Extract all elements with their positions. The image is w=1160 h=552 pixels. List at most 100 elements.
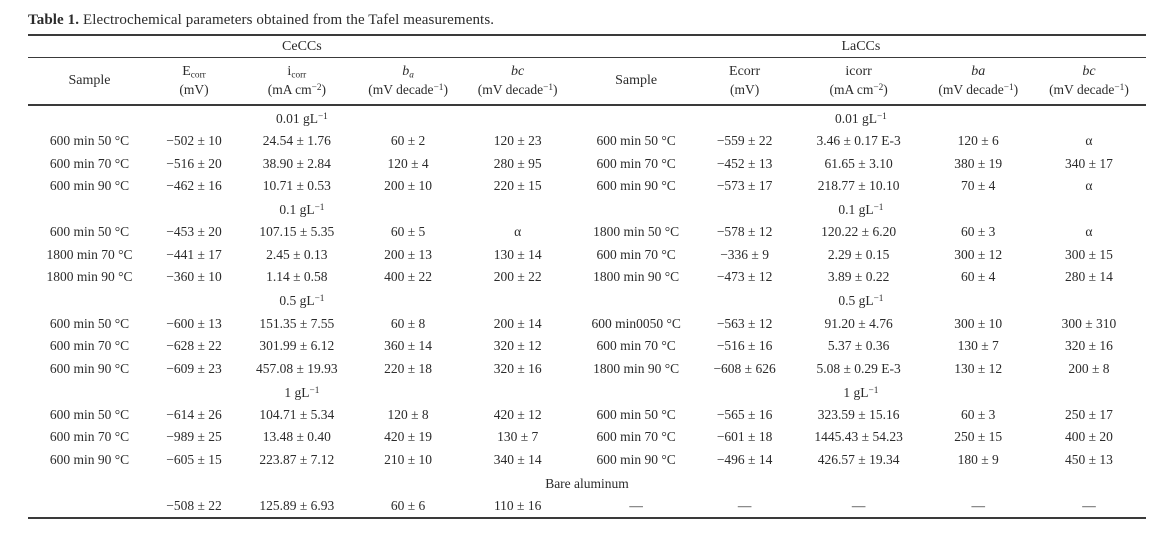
value-cell: 3.46 ± 0.17 E-3 [816,133,901,149]
concentration-label-left: 0.5 gL−1 [279,293,325,309]
value-cell: 200 ± 13 [384,246,433,262]
value-cell: −563 ± 12 [716,315,773,331]
value-cell: 125.89 ± 6.93 [259,498,335,514]
table-caption-label: Table 1. [28,12,80,28]
value-cell: 60 ± 4 [961,269,996,285]
table-row: 600 min 90 °C −462 ± 16 10.71 ± 0.53 200 ± … [28,175,1146,198]
value-cell: 130 ± 14 [493,246,542,262]
sample-cell: 1800 min 70 °C [46,246,133,262]
value-cell: 280 ± 14 [1064,269,1113,285]
value-cell: 250 ± 17 [1064,406,1113,422]
value-cell: −605 ± 15 [166,451,222,467]
sample-cell: 600 min 70 °C [49,338,130,354]
value-cell: −452 ± 13 [716,155,773,171]
value-cell: −502 ± 10 [166,133,222,149]
sample-cell: 600 min0050 °C [591,315,681,331]
concentration-label-right: 1 gL−1 [843,384,879,400]
table-row: 600 min 50 °C −614 ± 26 104.71 ± 5.34 120 ±… [28,403,1146,426]
table-row: 600 min 50 °C −502 ± 10 24.54 ± 1.76 60 ± 2… [28,130,1146,153]
value-cell: α [1085,133,1093,149]
value-cell: −989 ± 25 [166,429,222,445]
sample-cell: 1800 min 90 °C [593,360,680,376]
concentration-row: 0.5 gL−1 0.5 gL−1 [28,288,1146,312]
value-cell: −453 ± 20 [166,224,222,240]
sample-cell: 600 min 90 °C [49,178,130,194]
value-cell: 457.08 ± 19.93 [256,360,338,376]
value-cell: −609 ± 23 [166,360,222,376]
value-cell: −462 ± 16 [166,178,222,194]
value-cell: 420 ± 19 [384,429,433,445]
sample-cell: 600 min 90 °C [596,178,676,194]
value-cell: 450 ± 13 [1064,451,1113,467]
value-cell: 91.20 ± 4.76 [824,315,893,331]
sample-cell: 600 min 50 °C [49,133,130,149]
table-row: 600 min 90 °C −609 ± 23 457.08 ± 19.93 220 … [28,357,1146,380]
value-cell: 360 ± 14 [384,338,433,354]
sample-cell: 600 min 90 °C [596,451,676,467]
value-cell: 107.15 ± 5.35 [259,224,335,240]
value-cell: 2.29 ± 0.15 [827,246,890,262]
value-cell: 60 ± 3 [961,224,996,240]
col-header-sample-right: Sample [575,57,697,106]
value-cell: 130 ± 12 [954,360,1003,376]
concentration-row: 1 gL−1 1 gL−1 [28,380,1146,404]
value-cell: 220 ± 15 [493,178,542,194]
value-cell: 13.48 ± 0.40 [262,429,331,445]
table-caption-text: Electrochemical parameters obtained from… [79,12,495,28]
value-cell: 2.45 ± 0.13 [266,246,328,262]
table-row: 600 min 50 °C −453 ± 20 107.15 ± 5.35 60 ± … [28,221,1146,244]
value-cell: −578 ± 12 [716,224,773,240]
value-cell: 300 ± 12 [954,246,1003,262]
value-cell: 340 ± 17 [1064,155,1113,171]
value-cell: 200 ± 10 [384,178,433,194]
table-row: 600 min 70 °C −989 ± 25 13.48 ± 0.40 420 ± … [28,426,1146,449]
value-cell: 301.99 ± 6.12 [259,338,335,354]
sample-cell: 600 min 90 °C [49,451,130,467]
table-row: 600 min 70 °C −516 ± 20 38.90 ± 2.84 120 ± … [28,152,1146,175]
value-cell: 400 ± 20 [1064,429,1113,445]
sample-cell: 600 min 50 °C [49,224,130,240]
value-cell: 130 ± 7 [497,429,539,445]
value-cell: 426.57 ± 19.34 [817,451,900,467]
value-cell: −516 ± 20 [166,155,222,171]
bare-aluminum-row: Bare aluminum [28,471,1146,495]
value-cell: 60 ± 6 [390,498,426,514]
value-cell: 1.14 ± 0.58 [266,269,328,285]
sample-cell: 600 min 70 °C [49,155,130,171]
value-cell: 220 ± 18 [384,360,433,376]
col-header-bc-right: bc (mV decade−1) [1031,57,1146,106]
bare-aluminum-label: Bare aluminum [545,475,629,491]
value-cell: — [737,498,752,514]
value-cell: −601 ± 18 [716,429,773,445]
concentration-label-right: 0.01 gL−1 [834,110,887,126]
value-cell: −441 ± 17 [166,246,222,262]
sample-cell: 1800 min 90 °C [593,269,680,285]
value-cell: −473 ± 12 [716,269,773,285]
value-cell: 120 ± 6 [957,133,999,149]
value-cell: 70 ± 4 [961,178,996,194]
value-cell: 300 ± 310 [1061,315,1117,331]
sample-cell: 1800 min 90 °C [46,269,133,285]
value-cell: −496 ± 14 [716,451,773,467]
sample-cell: 600 min 70 °C [596,338,676,354]
sample-cell: 600 min 70 °C [596,429,676,445]
col-header-icorr-right: icorr (mA cm−2) [792,57,925,106]
concentration-label-right: 0.5 gL−1 [838,293,884,309]
value-cell: 180 ± 9 [957,451,999,467]
value-cell: α [1085,178,1093,194]
sample-cell: 600 min 50 °C [596,133,676,149]
value-cell: 3.89 ± 0.22 [827,269,890,285]
value-cell: 10.71 ± 0.53 [262,178,331,194]
value-cell: 320 ± 16 [1064,338,1113,354]
value-cell: — [851,498,866,514]
tafel-parameters-table: CeCCs LaCCs Sample Ecorr (mV) icorr (mA … [28,34,1146,520]
value-cell: 5.08 ± 0.29 E-3 [816,360,901,376]
value-cell: 120 ± 23 [493,133,542,149]
value-cell: 320 ± 12 [493,338,542,354]
value-cell: 250 ± 15 [954,429,1003,445]
col-header-ba-right: ba (mV decade−1) [924,57,1032,106]
sample-cell: 1800 min 50 °C [593,224,680,240]
page: Table 1. Electrochemical parameters obta… [28,12,1146,520]
value-cell: 60 ± 3 [961,406,996,422]
value-cell: 61.65 ± 3.10 [824,155,893,171]
